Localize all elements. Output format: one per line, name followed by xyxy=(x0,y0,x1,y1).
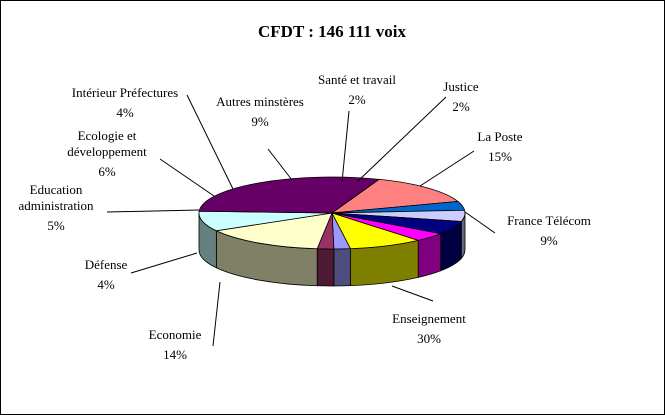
slice-side-9 xyxy=(417,233,442,278)
category-label-8: Ecologie et xyxy=(78,128,137,143)
category-label-7: Education xyxy=(30,182,83,197)
leader-line-3 xyxy=(464,211,496,234)
value-label-5: 14% xyxy=(163,347,187,362)
category-label-9: Intérieur Préfectures xyxy=(72,85,178,100)
category-label-10: Autres minstères xyxy=(216,94,304,109)
category-label-5: Economie xyxy=(149,327,202,342)
category-label-6: Défense xyxy=(85,257,128,272)
category-label-1: Justice xyxy=(443,79,479,94)
slice-10 xyxy=(331,212,420,250)
slice-side-1 xyxy=(316,248,335,287)
value-label-6: 4% xyxy=(97,277,115,292)
value-label-8: 6% xyxy=(98,164,116,179)
leader-line-9 xyxy=(186,94,234,190)
leader-line-7 xyxy=(106,209,200,213)
value-label-2: 15% xyxy=(488,149,512,164)
value-label-10: 9% xyxy=(251,114,269,129)
value-label-1: 2% xyxy=(452,99,470,114)
category-label-2: La Poste xyxy=(477,129,522,144)
category-label-4: Enseignement xyxy=(392,311,466,326)
slice-2 xyxy=(215,212,333,250)
leader-line-4 xyxy=(391,285,434,302)
category-label-0: Santé et travail xyxy=(318,72,396,87)
slice-4 xyxy=(198,176,381,214)
chart-title: CFDT : 146 111 voix xyxy=(258,22,406,41)
slice-labels: Santé et travail 2% Justice 2% La Poste 15% Fr… xyxy=(18,72,590,362)
value-label-9: 4% xyxy=(116,105,134,120)
category-label-8: développement xyxy=(67,144,147,159)
leader-line-2 xyxy=(419,150,475,187)
pie-tops xyxy=(198,176,466,250)
value-label-0: 2% xyxy=(348,92,366,107)
value-label-4: 30% xyxy=(417,331,441,346)
value-label-3: 9% xyxy=(540,233,558,248)
slice-side-0 xyxy=(333,248,351,287)
leader-line-10 xyxy=(267,148,293,181)
category-label-3: France Télécom xyxy=(507,213,591,228)
category-label-7: administration xyxy=(18,198,94,213)
leader-lines xyxy=(106,94,496,347)
leader-line-8 xyxy=(159,158,215,197)
slice-5 xyxy=(330,178,459,214)
leader-line-1 xyxy=(356,96,447,183)
value-label-7: 5% xyxy=(47,218,65,233)
leader-line-6 xyxy=(130,252,198,274)
leader-line-5 xyxy=(212,281,221,347)
leader-line-0 xyxy=(341,110,350,183)
